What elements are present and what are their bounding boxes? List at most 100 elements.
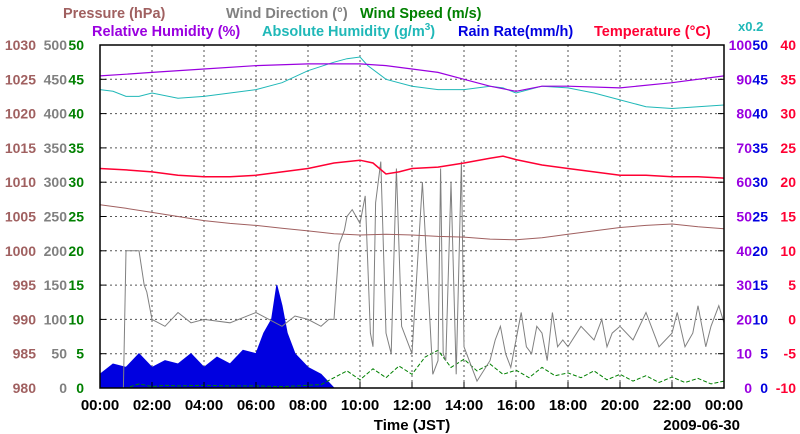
temperature-tick-label: 25: [780, 140, 796, 156]
relative-humidity-tick-label: 90: [736, 71, 752, 87]
wind-direction-tick-label: 250: [44, 209, 68, 225]
x-axis-title: Time (JST): [374, 417, 450, 434]
wind-direction-tick-label: 450: [44, 71, 68, 87]
legend-relative-humidity: Relative Humidity (%): [92, 24, 240, 40]
rain-rate-tick-label: 40: [752, 106, 768, 122]
legend-pressure: Pressure (hPa): [63, 6, 166, 22]
x-tick-label: 14:00: [445, 397, 483, 414]
rain-rate-tick-label: 50: [752, 37, 768, 53]
temperature-tick-label: -5: [784, 346, 797, 362]
legend-wind-speed: Wind Speed (m/s): [360, 6, 482, 22]
temperature-tick-label: 5: [788, 277, 796, 293]
pressure-tick-label: 985: [13, 346, 37, 362]
series-wind-direction: [100, 161, 725, 389]
legend-absolute-humidity: Absolute Humidity (g/m3): [262, 22, 435, 40]
wind-direction-tick-label: 100: [44, 311, 68, 327]
wind-speed-tick-label: 10: [68, 311, 84, 327]
wind-speed-tick-label: 0: [76, 380, 84, 396]
rain-rate-tick-label: 0: [760, 380, 768, 396]
series-rain-rate: [99, 284, 336, 389]
legend-wind-direction: Wind Direction (°): [226, 6, 348, 22]
pressure-tick-label: 1020: [5, 106, 36, 122]
x-tick-label: 22:00: [653, 397, 691, 414]
pressure-tick-label: 1015: [5, 140, 36, 156]
relative-humidity-tick-label: 70: [736, 140, 752, 156]
legend-absolute-humidity-prefix: Absolute Humidity (g/m: [262, 24, 425, 40]
relative-humidity-tick-label: 50: [736, 209, 752, 225]
series-temperature: [99, 155, 725, 179]
x-tick-label: 06:00: [237, 397, 275, 414]
series-relative-humidity: [99, 63, 725, 92]
wind-direction-tick-label: 200: [44, 243, 68, 259]
relative-humidity-tick-label: 20: [736, 311, 752, 327]
x-tick-label: 10:00: [341, 397, 379, 414]
relative-humidity-tick-label: 80: [736, 106, 752, 122]
wind-direction-tick-label: 50: [51, 346, 67, 362]
temperature-tick-label: 35: [780, 71, 796, 87]
wind-direction-tick-label: 500: [44, 37, 68, 53]
relative-humidity-tick-label: 100: [729, 37, 753, 53]
relative-humidity-tick-label: 60: [736, 174, 752, 190]
relative-humidity-tick-label: 0: [744, 380, 752, 396]
wind-direction-tick-label: 150: [44, 277, 68, 293]
wind-speed-tick-label: 40: [68, 106, 84, 122]
rain-rate-tick-label: 45: [752, 71, 768, 87]
pressure-tick-label: 990: [13, 311, 37, 327]
wind-direction-tick-label: 300: [44, 174, 68, 190]
legend-absolute-humidity-sup: 3: [425, 22, 431, 33]
x-tick-label: 12:00: [393, 397, 431, 414]
x-tick-label: 16:00: [497, 397, 535, 414]
relative-humidity-tick-label: 30: [736, 277, 752, 293]
pressure-tick-label: 1025: [5, 71, 36, 87]
wind-speed-tick-label: 20: [68, 243, 84, 259]
axes-layer: 1030102510201015101010051000995990985980…: [5, 37, 796, 414]
rain-rate-tick-label: 20: [752, 243, 768, 259]
temperature-tick-label: 15: [780, 209, 796, 225]
wind-speed-tick-label: 25: [68, 209, 84, 225]
rain-rate-tick-label: 10: [752, 311, 768, 327]
wind-speed-tick-label: 50: [68, 37, 84, 53]
temperature-tick-label: 0: [788, 311, 796, 327]
x-tick-label: 20:00: [601, 397, 639, 414]
x-tick-label: 18:00: [549, 397, 587, 414]
temperature-tick-label: 40: [780, 37, 796, 53]
legend-rain-rate: Rain Rate(mm/h): [458, 24, 573, 40]
pressure-tick-label: 995: [13, 277, 37, 293]
temperature-tick-label: 20: [780, 174, 796, 190]
x-tick-label: 02:00: [133, 397, 171, 414]
wind-speed-tick-label: 35: [68, 140, 84, 156]
temperature-tick-label: -10: [776, 380, 796, 396]
rain-rate-tick-label: 15: [752, 277, 768, 293]
rain-rate-tick-label: 5: [760, 346, 768, 362]
date-label: 2009-06-30: [663, 417, 740, 434]
pressure-tick-label: 980: [13, 380, 37, 396]
wind-speed-tick-label: 15: [68, 277, 84, 293]
wind-direction-tick-label: 350: [44, 140, 68, 156]
series-absolute-humidity: [99, 56, 725, 110]
x-tick-label: 00:00: [81, 397, 119, 414]
wind-direction-tick-label: 0: [59, 380, 67, 396]
relative-humidity-tick-label: 10: [736, 346, 752, 362]
rain-rate-tick-label: 25: [752, 209, 768, 225]
series-pressure: [99, 204, 725, 241]
wind-speed-tick-label: 5: [76, 346, 84, 362]
relative-humidity-tick-label: 40: [736, 243, 752, 259]
temperature-tick-label: 10: [780, 243, 796, 259]
series-wind-speed: [100, 349, 725, 389]
rain-rate-tick-label: 30: [752, 174, 768, 190]
x-tick-label: 04:00: [185, 397, 223, 414]
pressure-tick-label: 1030: [5, 37, 36, 53]
wind-speed-tick-label: 30: [68, 174, 84, 190]
wind-direction-tick-label: 400: [44, 106, 68, 122]
series-layer: [99, 56, 725, 389]
legend-absolute-humidity-suffix: ): [430, 24, 435, 40]
temperature-tick-label: 30: [780, 106, 796, 122]
wind-speed-tick-label: 45: [68, 71, 84, 87]
pressure-tick-label: 1000: [5, 243, 36, 259]
pressure-tick-label: 1005: [5, 209, 36, 225]
legend-temperature: Temperature (°C): [594, 24, 711, 40]
x-tick-label: 00:00: [705, 397, 743, 414]
rain-rate-tick-label: 35: [752, 140, 768, 156]
x-tick-label: 08:00: [289, 397, 327, 414]
